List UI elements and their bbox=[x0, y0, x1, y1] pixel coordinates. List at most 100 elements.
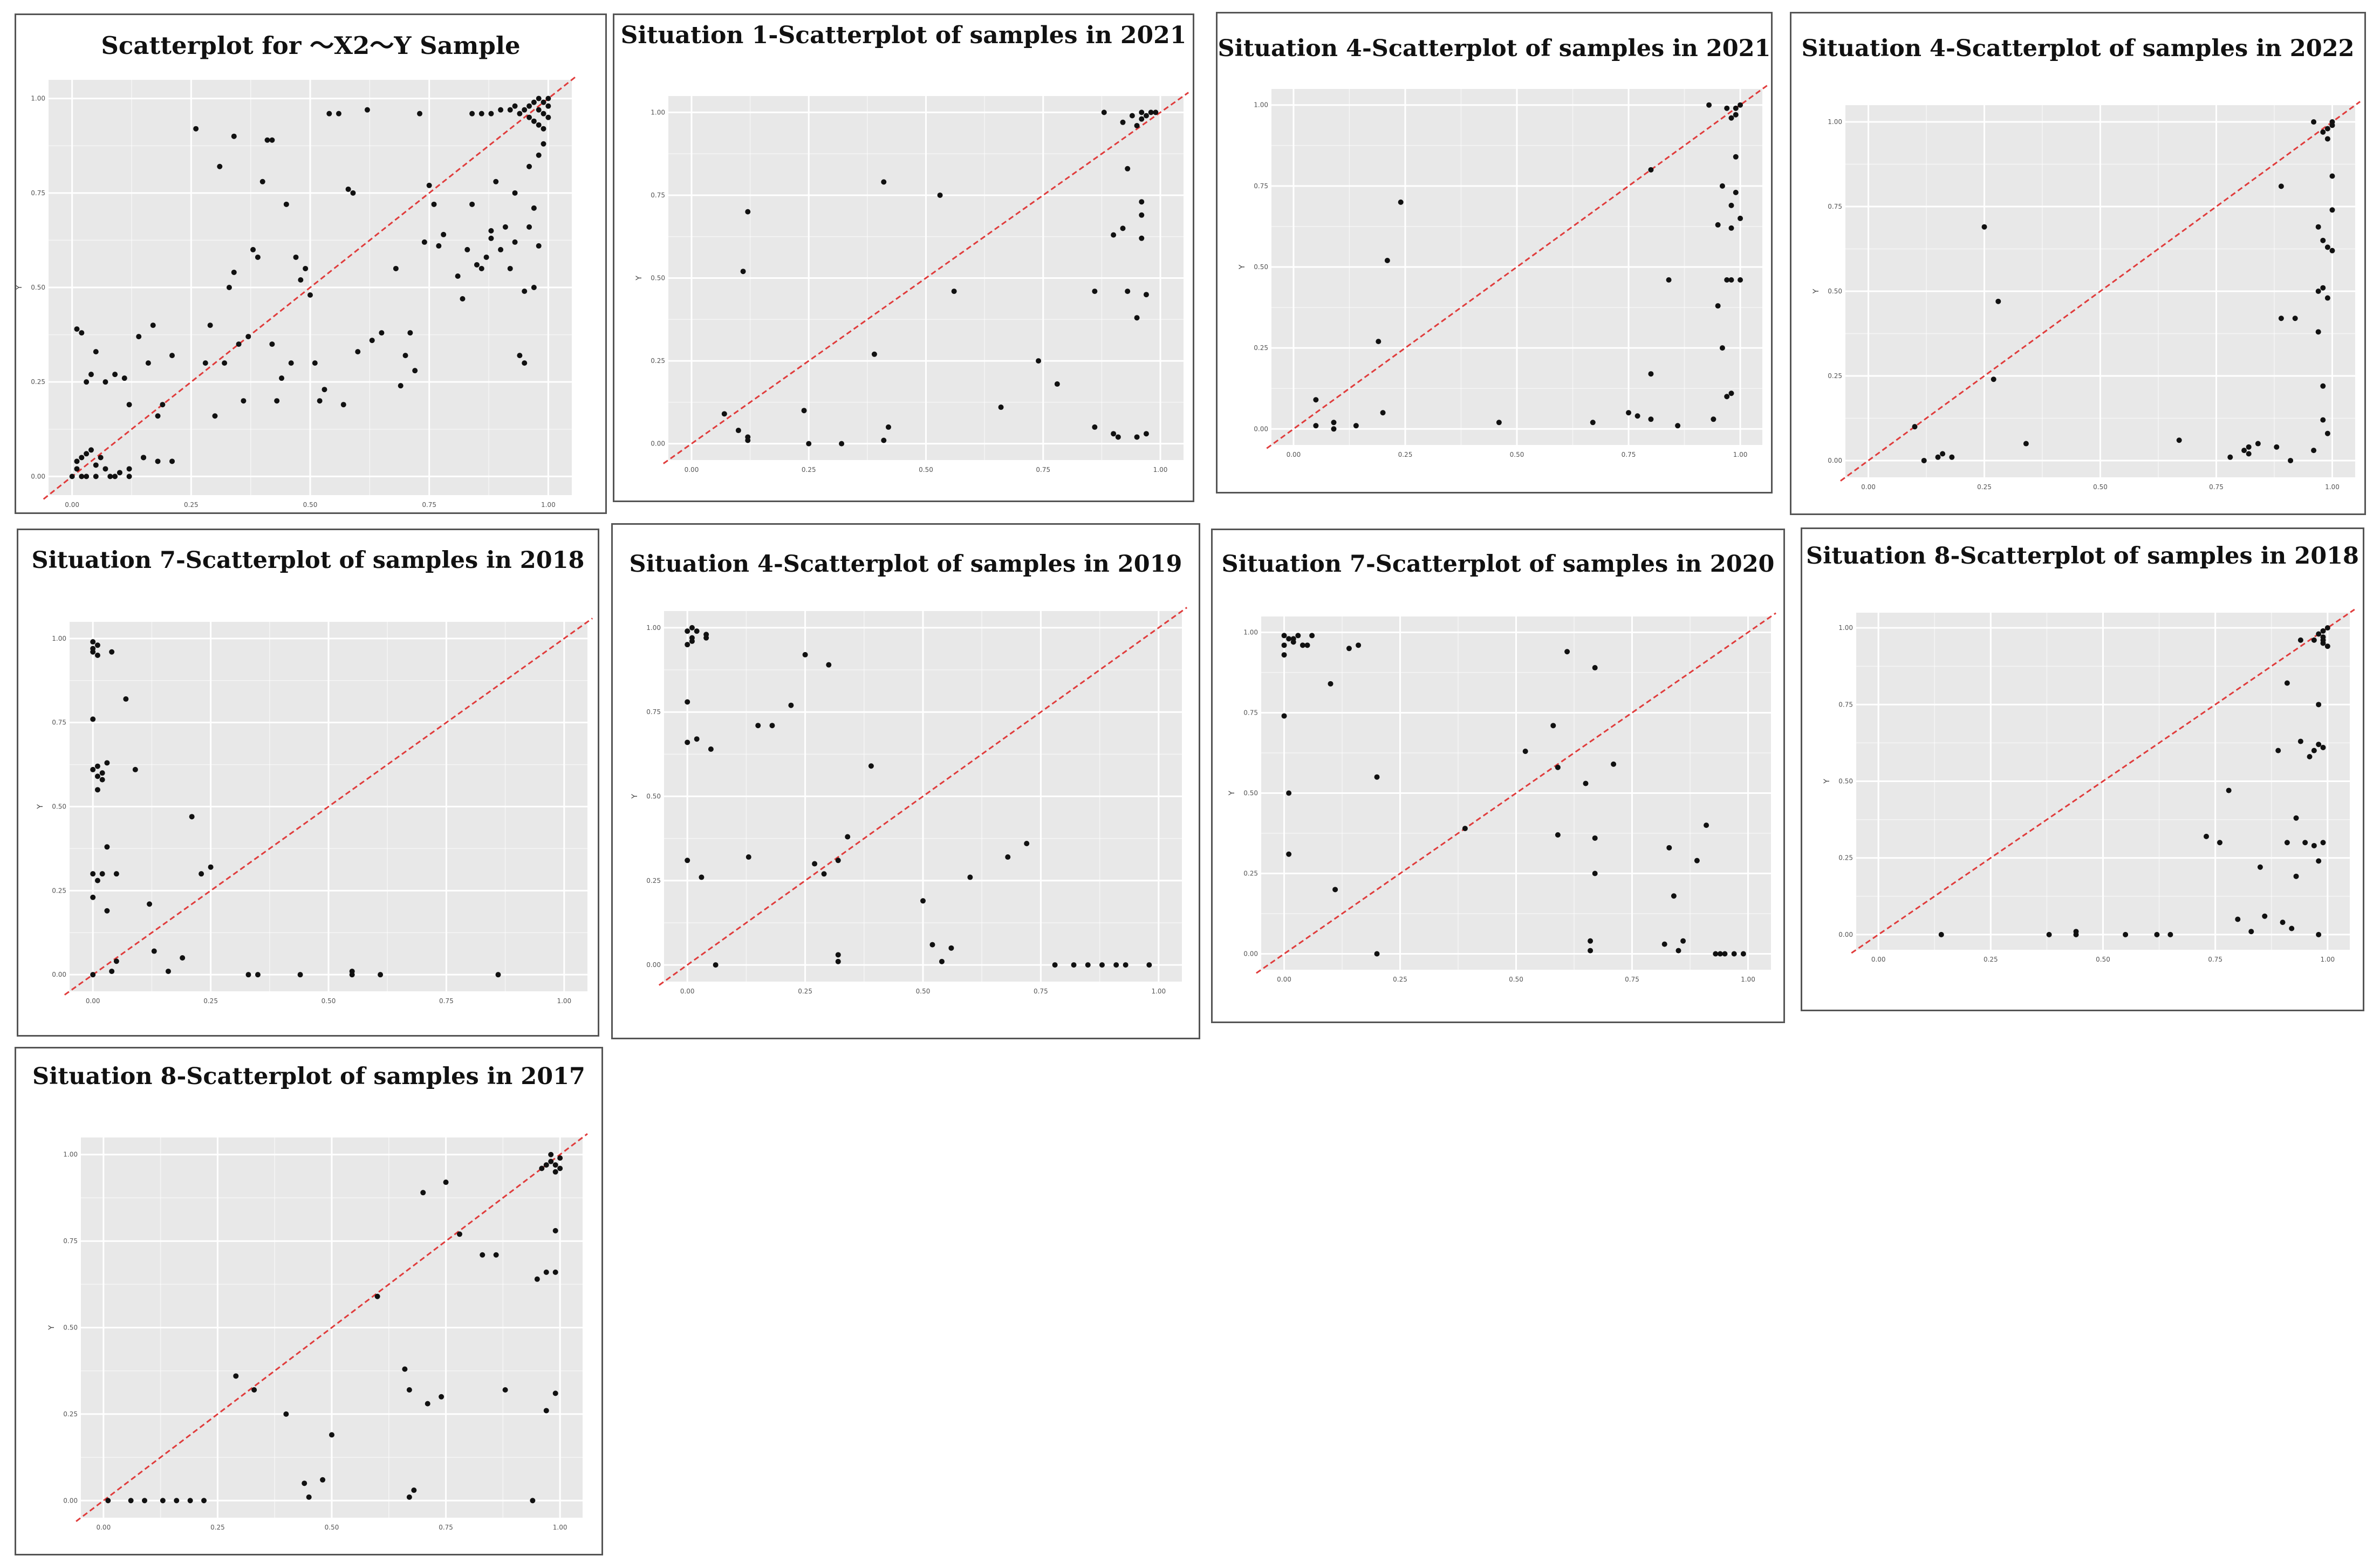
scatter-point bbox=[2311, 842, 2317, 848]
x-tick-label: 1.00 bbox=[1151, 988, 1166, 995]
scatter-point bbox=[136, 334, 142, 340]
scatter-point bbox=[2227, 454, 2233, 460]
scatter-point bbox=[340, 402, 346, 408]
scatter-point bbox=[79, 474, 85, 479]
scatter-point bbox=[2289, 926, 2295, 931]
scatter-point bbox=[1675, 423, 1681, 429]
y-tick-label: 0.75 bbox=[1243, 709, 1258, 716]
scatter-point bbox=[322, 387, 327, 393]
scatter-point bbox=[336, 111, 341, 116]
scatter-point bbox=[283, 201, 289, 207]
scatter-point bbox=[84, 379, 90, 385]
scatter-point bbox=[1564, 649, 1570, 655]
scatter-point bbox=[1704, 822, 1709, 828]
scatter-point bbox=[536, 107, 542, 113]
scatter-point bbox=[245, 972, 251, 978]
scatter-point bbox=[967, 874, 973, 880]
scatter-point bbox=[208, 864, 214, 870]
chart-title: Situation 4-Scatterplot of samples in 20… bbox=[1801, 35, 2355, 62]
scatter-point bbox=[881, 179, 887, 185]
x-tick-label: 0.75 bbox=[2209, 483, 2224, 491]
y-tick-label: 0.75 bbox=[63, 1237, 78, 1245]
scatter-point bbox=[201, 1498, 207, 1504]
scatter-point bbox=[2316, 702, 2322, 708]
scatter-point bbox=[1281, 633, 1287, 639]
y-tick-label: 0.25 bbox=[1838, 854, 1853, 862]
x-tick-label: 0.25 bbox=[1398, 451, 1413, 458]
scatter-point bbox=[2284, 680, 2290, 686]
scatter-point bbox=[2246, 451, 2252, 457]
scatter-point bbox=[412, 368, 418, 374]
y-tick-label: 0.25 bbox=[31, 378, 45, 386]
scatter-point bbox=[493, 1252, 499, 1258]
scatter-point bbox=[1634, 413, 1640, 419]
y-axis-label: Y bbox=[635, 276, 644, 281]
y-tick-label: 0.00 bbox=[651, 440, 665, 448]
scatter-point bbox=[94, 642, 100, 648]
scatter-point bbox=[2315, 329, 2321, 335]
scatter-point bbox=[79, 455, 85, 461]
scatter-point bbox=[939, 958, 945, 964]
y-tick-label: 0.75 bbox=[31, 189, 45, 197]
scatter-point bbox=[99, 770, 105, 776]
scatter-point bbox=[507, 265, 513, 271]
scatter-point bbox=[1661, 941, 1667, 947]
x-tick-label: 0.25 bbox=[203, 997, 218, 1005]
scatter-point bbox=[557, 1155, 563, 1161]
scatter-point bbox=[1938, 931, 1944, 937]
scatter-point bbox=[948, 945, 954, 951]
scatter-point bbox=[2316, 631, 2322, 637]
scatter-point bbox=[802, 652, 808, 657]
scatter-point bbox=[364, 107, 370, 113]
diagonal-reference-line bbox=[1851, 608, 2355, 954]
scatter-point bbox=[1281, 713, 1287, 719]
scatter-point bbox=[1550, 723, 1556, 729]
y-tick-label: 0.50 bbox=[1828, 287, 1842, 295]
scatter-point bbox=[1522, 749, 1528, 755]
x-tick-label: 0.00 bbox=[96, 1524, 111, 1531]
scatter-point bbox=[236, 341, 242, 347]
scatter-point bbox=[708, 746, 714, 752]
scatter-point bbox=[1331, 426, 1337, 432]
scatter-point bbox=[1717, 951, 1723, 957]
scatter-point bbox=[1728, 277, 1734, 283]
scatter-point bbox=[531, 285, 537, 290]
scatter-point bbox=[543, 1269, 549, 1275]
scatter-point bbox=[495, 972, 501, 978]
scatter-point bbox=[1143, 292, 1149, 298]
x-tick-label: 1.00 bbox=[1153, 466, 1168, 474]
scatter-point bbox=[145, 360, 151, 366]
y-tick-label: 1.00 bbox=[1254, 101, 1268, 109]
y-tick-label: 1.00 bbox=[1828, 118, 1842, 126]
scatter-point bbox=[2329, 119, 2335, 125]
scatter-point bbox=[1146, 962, 1152, 968]
scatter-point bbox=[552, 1169, 558, 1175]
scatter-point bbox=[998, 405, 1004, 410]
scatter-point bbox=[1995, 298, 2001, 304]
x-tick-label: 0.25 bbox=[210, 1524, 225, 1531]
scatter-point bbox=[1129, 113, 1135, 119]
scatter-point bbox=[2316, 742, 2322, 748]
scatter-point bbox=[740, 269, 746, 275]
scatter-point bbox=[2324, 430, 2330, 436]
scatter-point bbox=[2315, 289, 2321, 294]
scatter-point bbox=[2154, 931, 2160, 937]
x-tick-label: 0.00 bbox=[1871, 956, 1886, 963]
scatter-point bbox=[2167, 931, 2173, 937]
scatter-point bbox=[1921, 457, 1927, 463]
scatter-point bbox=[1092, 289, 1098, 294]
scatter-point bbox=[88, 372, 94, 378]
scatter-point bbox=[112, 474, 118, 479]
scatter-point bbox=[2235, 916, 2241, 922]
y-tick-label: 1.00 bbox=[52, 635, 66, 642]
scatter-point bbox=[199, 871, 204, 877]
scatter-point bbox=[826, 662, 832, 668]
x-tick-label: 0.50 bbox=[2093, 483, 2108, 491]
y-tick-label: 0.75 bbox=[646, 708, 661, 716]
scatter-point bbox=[526, 114, 532, 120]
scatter-point bbox=[1611, 761, 1617, 767]
scatter-point bbox=[104, 908, 110, 914]
scatter-point bbox=[1313, 397, 1319, 403]
scatter-point bbox=[117, 470, 122, 476]
x-tick-label: 0.50 bbox=[1509, 976, 1523, 983]
